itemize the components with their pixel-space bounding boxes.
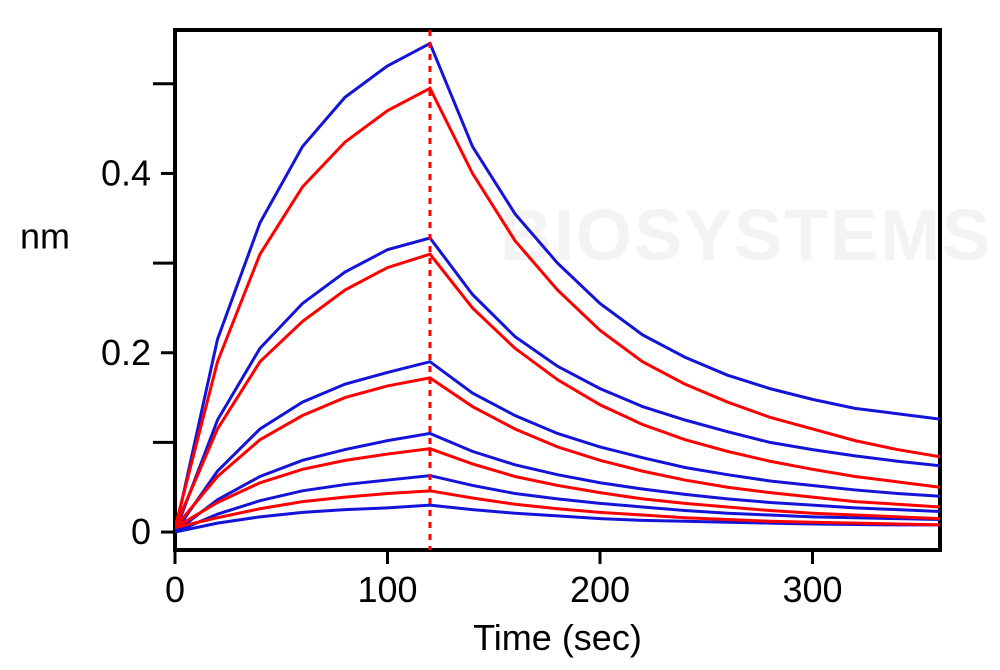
watermark-text: BIOSYSTEMS <box>500 196 992 276</box>
x-tick-label: 200 <box>570 569 630 610</box>
red-curve-r1 <box>175 88 940 527</box>
chart-svg: BIOSYSTEMS 0 100 200 300 0 0.2 0.4 Time (sec)… <box>0 0 1000 670</box>
sensorgram-chart: BIOSYSTEMS 0 100 200 300 0 0.2 0.4 Time (sec)… <box>0 0 1000 670</box>
y-tick-label: 0.2 <box>101 332 151 373</box>
x-tick-label: 300 <box>782 569 842 610</box>
y-tick-label: 0 <box>131 511 151 552</box>
y-tick-label: 0.4 <box>101 152 151 193</box>
y-minor-ticks <box>153 84 173 443</box>
x-tick-label: 0 <box>165 569 185 610</box>
x-tick-label: 100 <box>357 569 417 610</box>
red-curve-r5 <box>175 491 940 528</box>
x-axis-title: Time (sec) <box>473 617 642 658</box>
x-ticks: 0 100 200 300 <box>165 550 843 610</box>
y-ticks: 0 0.2 0.4 <box>101 152 175 552</box>
series-group-red <box>175 88 940 527</box>
y-axis-title: nm <box>20 215 70 256</box>
